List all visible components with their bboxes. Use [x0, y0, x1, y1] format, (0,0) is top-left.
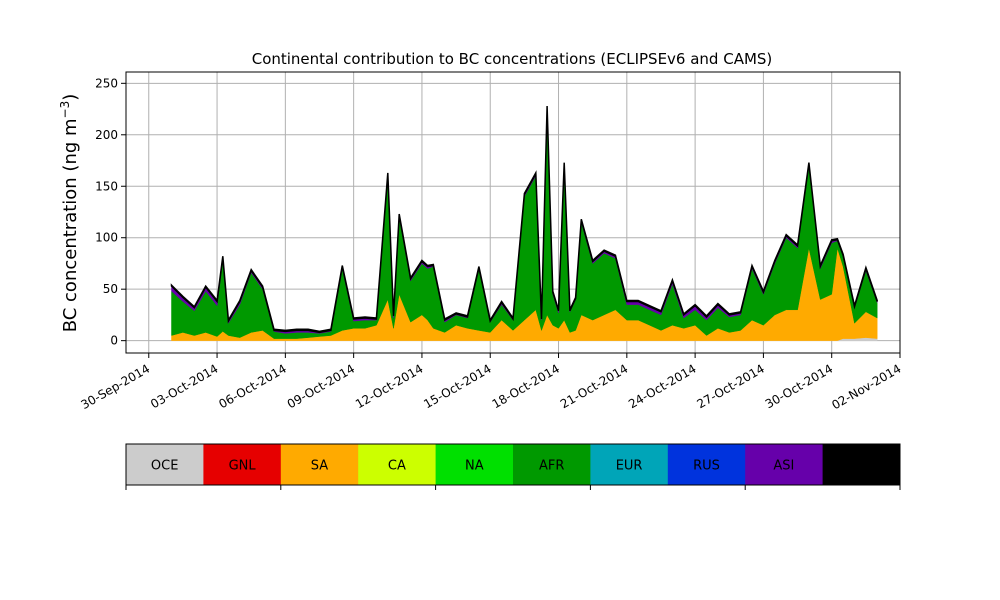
legend-frame — [125, 443, 901, 486]
legend-swatch-oce — [126, 444, 204, 485]
y-axis-label-close: ) — [60, 94, 81, 101]
area-aus — [170, 105, 878, 334]
x-axis: 30-Sep-201403-Oct-201406-Oct-201409-Oct-… — [78, 353, 904, 412]
y-axis-label-main: BC concentration (ng m — [60, 118, 81, 332]
y-tick-label: 50 — [103, 282, 118, 296]
x-tick-label: 18-Oct-2014 — [490, 361, 562, 411]
y-axis-label: BC concentration (ng m−3) — [58, 94, 81, 333]
y-axis-label-exponent: −3 — [58, 101, 72, 119]
y-axis: 0 50 100 150 200 250 — [95, 76, 126, 348]
legend-swatch-asi — [745, 444, 824, 485]
y-tick-label: 0 — [110, 334, 118, 348]
x-tick-label: 06-Oct-2014 — [216, 361, 288, 411]
legend-label: OCE — [151, 459, 179, 474]
plot-frame — [125, 71, 901, 354]
x-tick-label: 30-Oct-2014 — [763, 361, 835, 411]
x-tick-label: 21-Oct-2014 — [558, 361, 630, 411]
legend-colorbar: OCE GNL SA CA NA AFR EUR RUS ASI AUS — [125, 443, 901, 490]
area-series — [170, 105, 878, 341]
x-tick-label: 02-Nov-2014 — [829, 361, 903, 412]
legend-label: ASI — [773, 459, 794, 474]
legend-swatch-afr — [513, 444, 591, 485]
legend-swatch-na — [435, 444, 514, 485]
chart-title: Continental contribution to BC concentra… — [252, 50, 773, 68]
y-tick-label: 100 — [95, 231, 118, 245]
legend-swatch-gnl — [203, 444, 282, 485]
y-tick-label: 250 — [95, 76, 118, 90]
legend-swatch-ca — [358, 444, 437, 485]
x-tick-label: 24-Oct-2014 — [626, 361, 698, 411]
legend-label: RUS — [693, 459, 720, 474]
area-afr — [171, 109, 878, 339]
legend-label: GNL — [229, 459, 257, 474]
legend-swatch-rus — [667, 444, 746, 485]
legend-label: AFR — [539, 459, 564, 474]
legend-swatch-aus — [822, 444, 901, 485]
x-tick-label: 15-Oct-2014 — [421, 361, 493, 411]
x-tick-label: 30-Sep-2014 — [78, 361, 152, 412]
x-tick-label: 09-Oct-2014 — [285, 361, 357, 411]
legend-label: CA — [388, 459, 406, 474]
y-tick-label: 200 — [95, 128, 118, 142]
x-tick-label: 27-Oct-2014 — [694, 361, 766, 411]
legend-label: EUR — [616, 459, 643, 474]
legend-swatch-sa — [280, 444, 359, 485]
legend-label: SA — [311, 459, 328, 474]
legend-swatch-eur — [590, 444, 669, 485]
legend-label: AUS — [848, 459, 875, 474]
x-tick-label: 12-Oct-2014 — [353, 361, 425, 411]
legend-label: NA — [465, 459, 484, 474]
y-tick-label: 150 — [95, 179, 118, 193]
x-tick-label: 03-Oct-2014 — [148, 361, 220, 411]
